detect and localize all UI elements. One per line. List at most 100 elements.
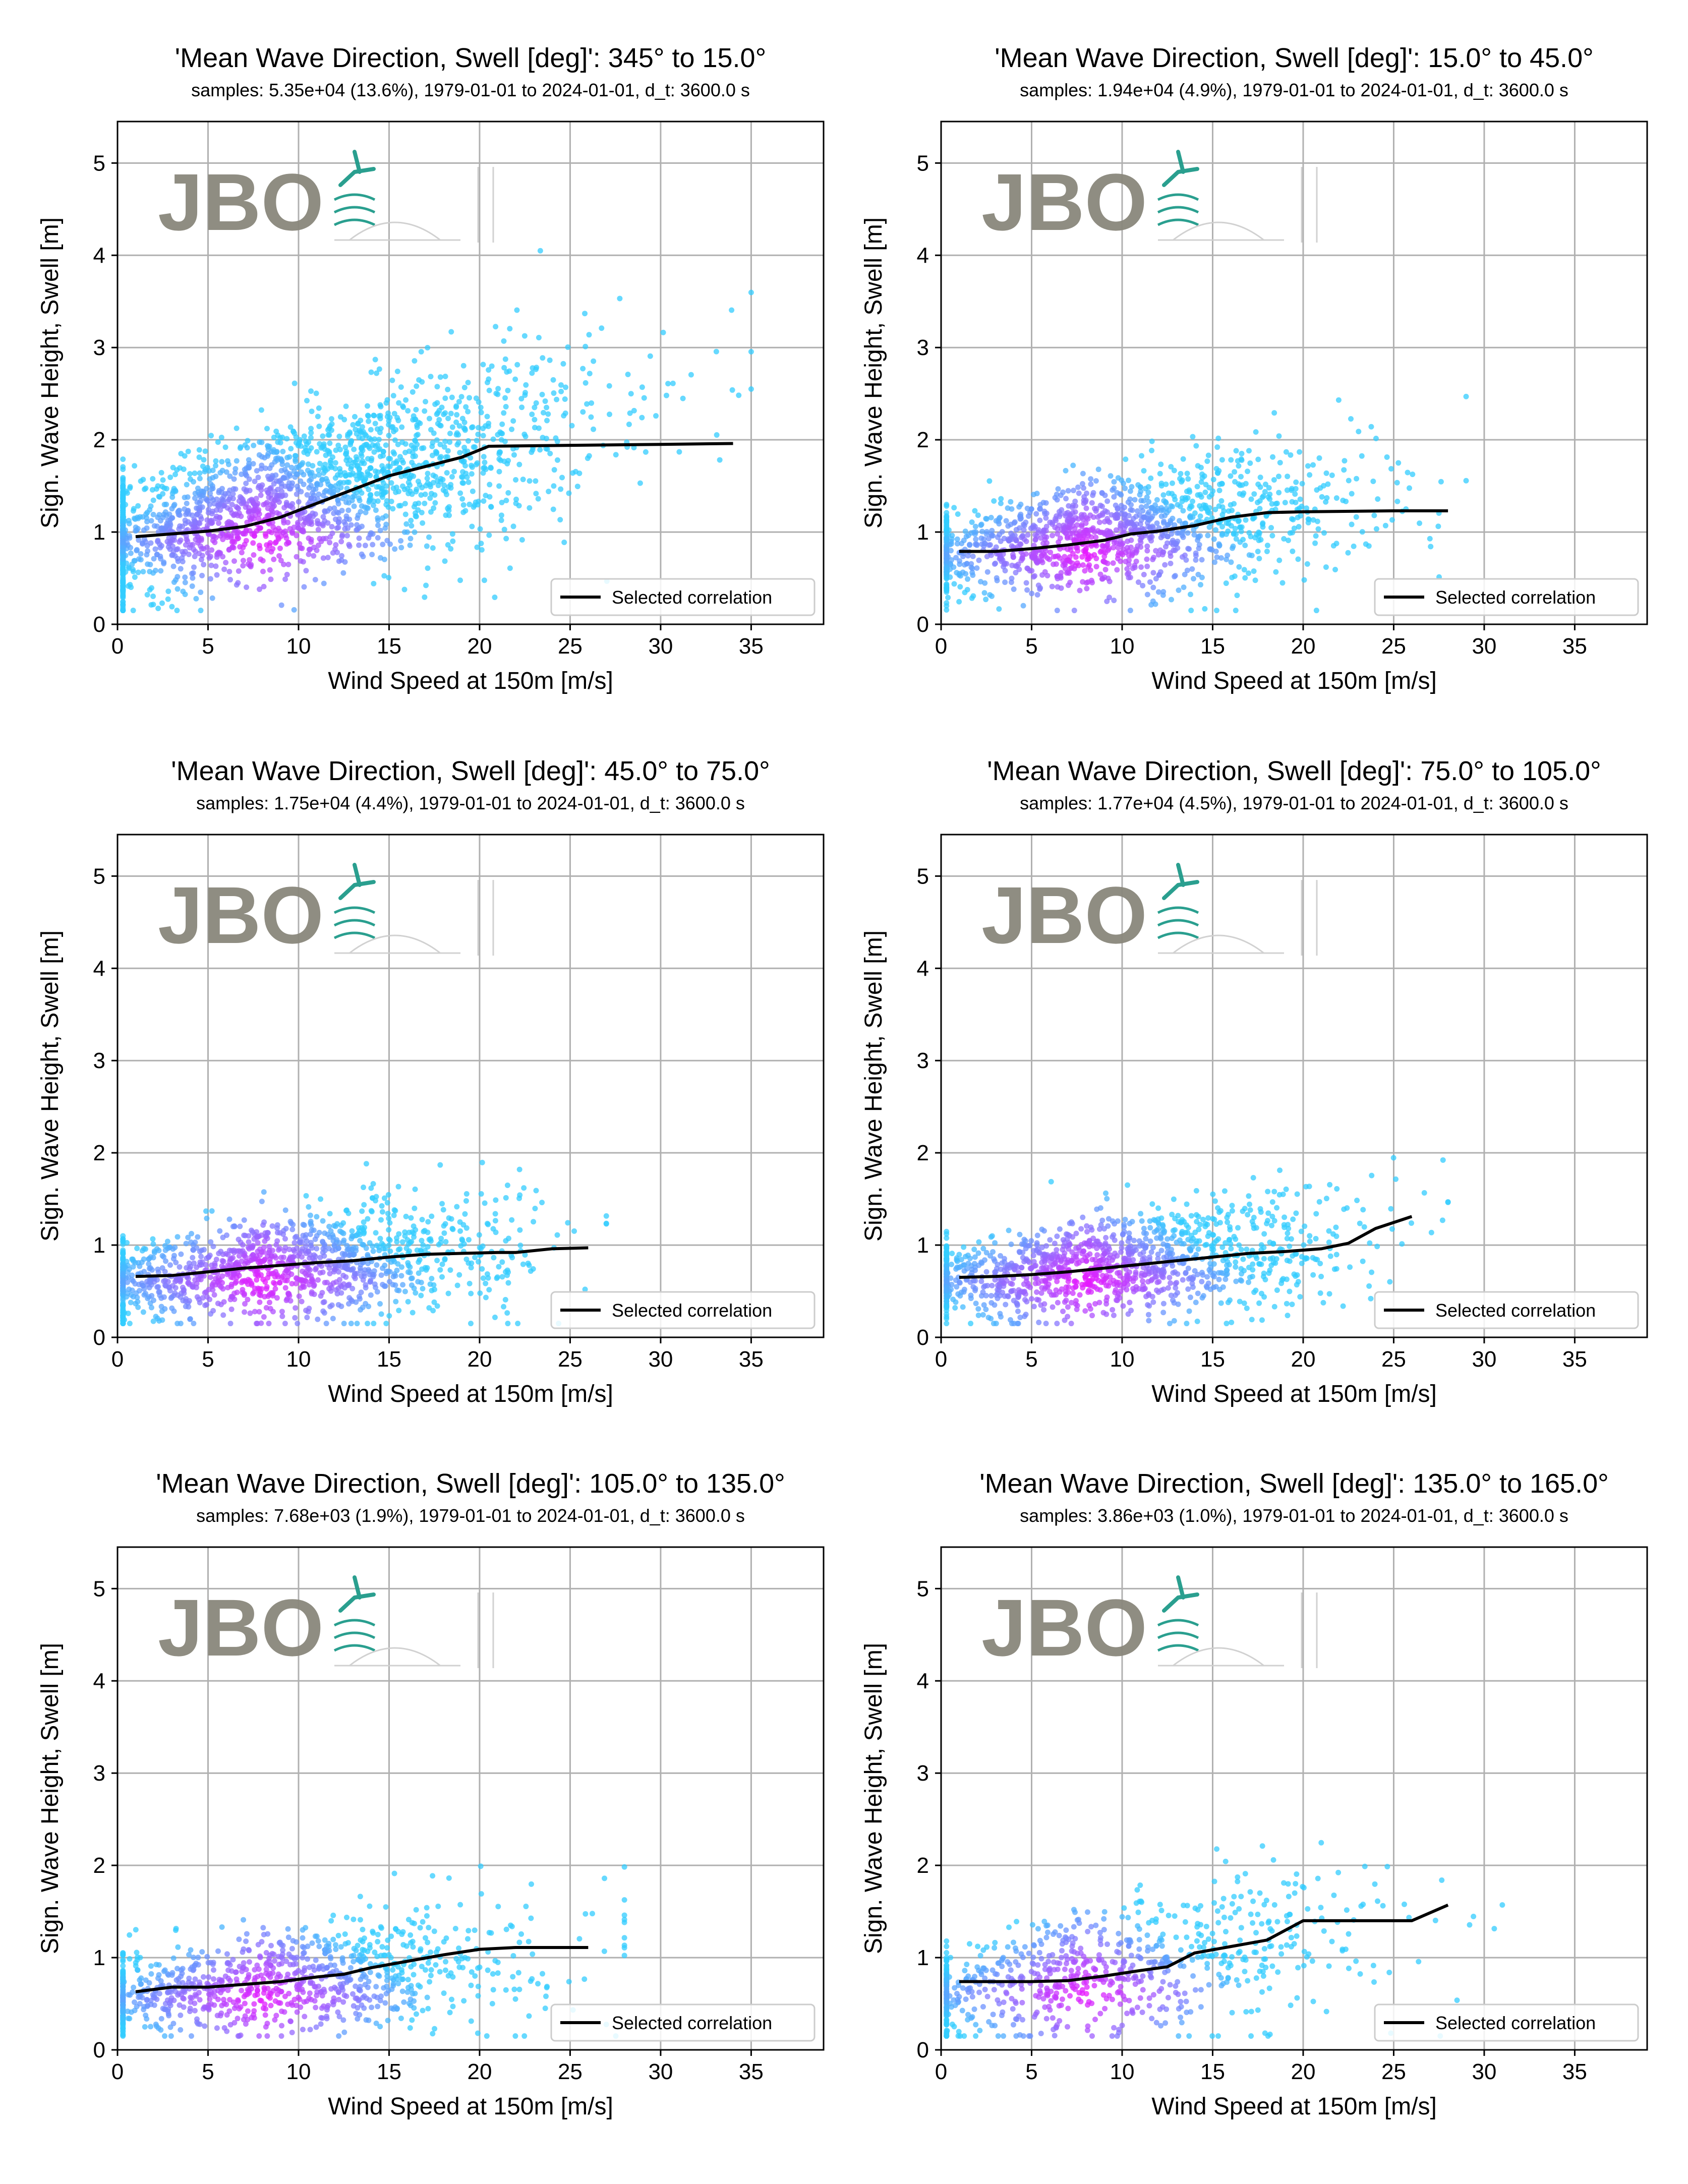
scatter-point	[371, 580, 377, 586]
scatter-point	[172, 553, 178, 559]
scatter-point	[293, 456, 299, 462]
scatter-point	[198, 1254, 204, 1260]
scatter-point	[1169, 597, 1175, 603]
scatter-point	[582, 311, 588, 317]
scatter-point	[1239, 482, 1245, 488]
scatter-point	[291, 607, 297, 613]
scatter-point	[1182, 552, 1188, 558]
x-tick-label: 0	[935, 634, 947, 659]
scatter-point	[373, 507, 379, 513]
scatter-point	[132, 1260, 138, 1266]
scatter-point	[448, 329, 454, 335]
scatter-point	[130, 608, 136, 614]
scatter-point	[406, 448, 412, 454]
scatter-point	[247, 557, 253, 563]
scatter-point	[217, 1228, 223, 1234]
scatter-point	[1059, 526, 1065, 533]
scatter-point	[536, 334, 542, 340]
scatter-point	[468, 1321, 474, 1327]
scatter-point	[1307, 472, 1313, 478]
scatter-point	[248, 509, 254, 515]
scatter-point	[1083, 505, 1089, 511]
scatter-point	[944, 607, 950, 613]
scatter-point	[1141, 571, 1147, 577]
scatter-point	[1147, 524, 1153, 530]
scatter-point	[484, 414, 490, 420]
scatter-point	[459, 496, 465, 502]
scatter-point	[1017, 541, 1023, 547]
scatter-point	[391, 1212, 397, 1218]
scatter-point	[540, 435, 546, 441]
scatter-point	[321, 580, 327, 586]
scatter-point	[461, 425, 467, 431]
scatter-point	[1223, 580, 1229, 586]
scatter-point	[713, 348, 719, 355]
scatter-point	[1206, 524, 1212, 530]
scatter-point	[1262, 489, 1268, 495]
scatter-point	[454, 442, 460, 448]
scatter-point	[501, 526, 507, 533]
scatter-point	[483, 1280, 489, 1286]
scatter-point	[201, 562, 207, 568]
scatter-point	[1074, 522, 1080, 528]
scatter-point	[1111, 598, 1117, 604]
scatter-point	[277, 545, 283, 551]
scatter-point	[382, 525, 388, 531]
scatter-point	[367, 498, 373, 504]
scatter-point	[1271, 410, 1277, 416]
scatter-point	[277, 1280, 283, 1286]
scatter-point	[314, 1214, 320, 1220]
scatter-point	[663, 392, 669, 398]
scatter-point	[226, 519, 232, 525]
scatter-point	[981, 541, 987, 547]
scatter-point	[387, 1220, 393, 1226]
scatter-point	[430, 545, 436, 551]
scatter-point	[151, 556, 157, 562]
scatter-point	[366, 435, 372, 441]
scatter-point	[1147, 579, 1153, 585]
scatter-point	[496, 483, 502, 489]
scatter-point	[340, 496, 346, 502]
scatter-point	[1205, 452, 1211, 458]
scatter-point	[1277, 459, 1283, 465]
scatter-point	[382, 1262, 388, 1268]
scatter-point	[1316, 455, 1322, 461]
scatter-point	[206, 1286, 212, 1292]
scatter-point	[331, 1269, 337, 1275]
scatter-point	[337, 414, 343, 420]
scatter-point	[423, 582, 429, 588]
scatter-point	[476, 399, 482, 405]
scatter-point	[1285, 538, 1291, 544]
scatter-point	[450, 1226, 456, 1232]
scatter-point	[169, 604, 175, 610]
scatter-point	[413, 446, 419, 452]
scatter-point	[1293, 499, 1299, 505]
scatter-point	[729, 387, 735, 393]
scatter-point	[266, 528, 272, 535]
scatter-point	[178, 566, 184, 572]
scatter-point	[301, 584, 307, 590]
scatter-point	[341, 470, 347, 476]
scatter-point	[281, 1254, 287, 1260]
scatter-point	[537, 447, 543, 453]
scatter-point	[951, 564, 957, 570]
scatter-point	[1319, 494, 1325, 500]
scatter-point	[488, 464, 494, 470]
scatter-point	[493, 324, 499, 330]
scatter-point	[349, 1228, 355, 1234]
scatter-point	[309, 1289, 315, 1295]
scatter-point	[1250, 516, 1256, 522]
x-tick-label: 30	[1472, 634, 1496, 659]
scatter-point	[318, 1196, 324, 1202]
y-tick-label: 5	[93, 151, 105, 175]
scatter-point	[402, 511, 409, 517]
scatter-point	[1059, 507, 1065, 513]
scatter-point	[454, 1282, 460, 1288]
scatter-point	[246, 476, 252, 482]
scatter-point	[1008, 579, 1014, 585]
scatter-point	[350, 422, 356, 428]
scatter-point	[374, 1243, 380, 1249]
scatter-point	[327, 1234, 333, 1240]
scatter-point	[483, 1294, 489, 1301]
scatter-point	[463, 1191, 470, 1197]
